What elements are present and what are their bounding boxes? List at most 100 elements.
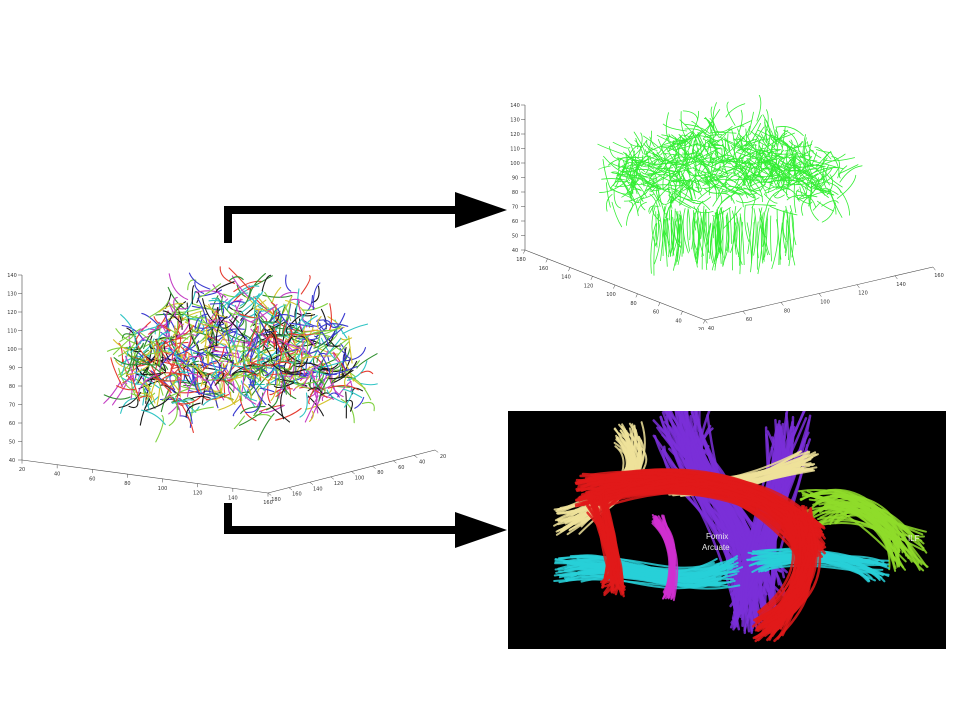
green-fiber (752, 123, 761, 140)
input-z-tick-label: 40 (9, 458, 15, 464)
green-fiber (684, 130, 703, 147)
green-fiber (665, 219, 668, 267)
green-fiber (700, 205, 705, 239)
green-fiber (717, 175, 734, 197)
green-fiber (694, 200, 704, 231)
input-y-tick-tick (372, 465, 376, 469)
green-fiber (677, 152, 690, 175)
green-fiber (706, 135, 719, 145)
green-fiber (821, 200, 839, 207)
input-fiber (270, 314, 295, 322)
input-fiber (263, 345, 273, 361)
green-fiber (733, 144, 753, 172)
green-fiber (652, 206, 662, 222)
green-fiber (756, 95, 762, 122)
green-fiber (653, 158, 663, 168)
cyan-strand (752, 548, 879, 565)
input-y-tick-tick (413, 455, 418, 458)
input-fiber (252, 380, 267, 406)
green-z-tick-label: 50 (512, 234, 518, 240)
green-fiber (714, 153, 731, 165)
green-fiber (662, 147, 678, 153)
green-fiber (713, 223, 717, 271)
green-fiber (785, 151, 791, 171)
green-fiber (692, 160, 711, 178)
input-fiber (169, 397, 197, 413)
input-fiber (214, 372, 225, 386)
input-fiber (176, 333, 197, 338)
green-fiber (726, 214, 730, 253)
input-y-tick-label: 140 (313, 486, 323, 492)
input-fiber (361, 401, 375, 412)
input-fiber (320, 337, 337, 362)
green-fiber (677, 178, 681, 206)
green-fiber (675, 152, 687, 179)
green-fiber (757, 153, 767, 164)
input-fiber (276, 368, 281, 386)
input-fiber (288, 312, 311, 327)
input-fiber (360, 382, 378, 386)
green-fiber (736, 139, 764, 149)
input-fiber (188, 372, 210, 384)
input-fiber (312, 282, 321, 311)
input-fiber (301, 345, 313, 358)
input-fiber (257, 374, 271, 386)
input-fiber (161, 388, 190, 402)
input-fiber (143, 329, 160, 350)
cyan-strand (565, 569, 722, 587)
green-fiber (729, 208, 732, 244)
green-fiber (761, 148, 782, 153)
green-fiber (780, 126, 786, 154)
green-fiber (715, 172, 737, 182)
green-fiber (799, 186, 805, 198)
arrow-line-upper (224, 206, 458, 243)
input-y-tick-tick (330, 476, 334, 480)
input-fiber (231, 384, 257, 405)
input-fiber (273, 382, 295, 389)
green-fiber (764, 118, 768, 143)
green-fiber (709, 132, 737, 134)
input-fiber (167, 286, 186, 310)
green-fiber (804, 142, 812, 159)
input-fiber (282, 350, 294, 362)
green-fiber (749, 115, 762, 136)
input-fiber (303, 366, 317, 386)
input-fiber (150, 340, 157, 365)
input-fiber (165, 362, 176, 381)
green-fiber (831, 156, 840, 168)
input-fiber (302, 319, 321, 327)
input-fiber (347, 360, 368, 381)
green-fiber (721, 139, 726, 160)
input-z-tick-label: 100 (7, 347, 17, 353)
input-fiber (170, 303, 182, 318)
green-fiber (765, 189, 782, 212)
green-fiber (743, 190, 755, 199)
green-fiber (739, 134, 758, 153)
input-fiber (307, 294, 314, 312)
green-y-tick-tick (680, 311, 683, 315)
input-fiber (175, 318, 191, 341)
green-fiber (758, 142, 770, 163)
green-fiber (764, 214, 768, 258)
input-fiber (328, 374, 344, 398)
input-fiber (275, 328, 289, 338)
input-fiber (248, 273, 266, 298)
input-y-tick-label: 40 (419, 459, 425, 465)
input-fiber (227, 374, 233, 397)
input-fiber (291, 326, 301, 341)
input-fiber (119, 368, 135, 378)
green-fiber (627, 189, 639, 217)
input-fiber (121, 377, 147, 385)
green-fiber (807, 164, 826, 182)
input-x-tick-label: 140 (228, 495, 238, 501)
tract-bundle-render: Fornix Arcuate ILF (508, 411, 946, 649)
input-fiber (131, 343, 144, 368)
green-fiber (702, 213, 707, 250)
green-y-tick-tick (568, 267, 571, 272)
input-fiber (194, 406, 214, 412)
green-fiber (760, 133, 768, 144)
input-x-tick-label: 40 (54, 472, 60, 478)
green-fiber (750, 222, 755, 273)
green-fiber (602, 159, 612, 191)
green-fiber (601, 178, 620, 180)
